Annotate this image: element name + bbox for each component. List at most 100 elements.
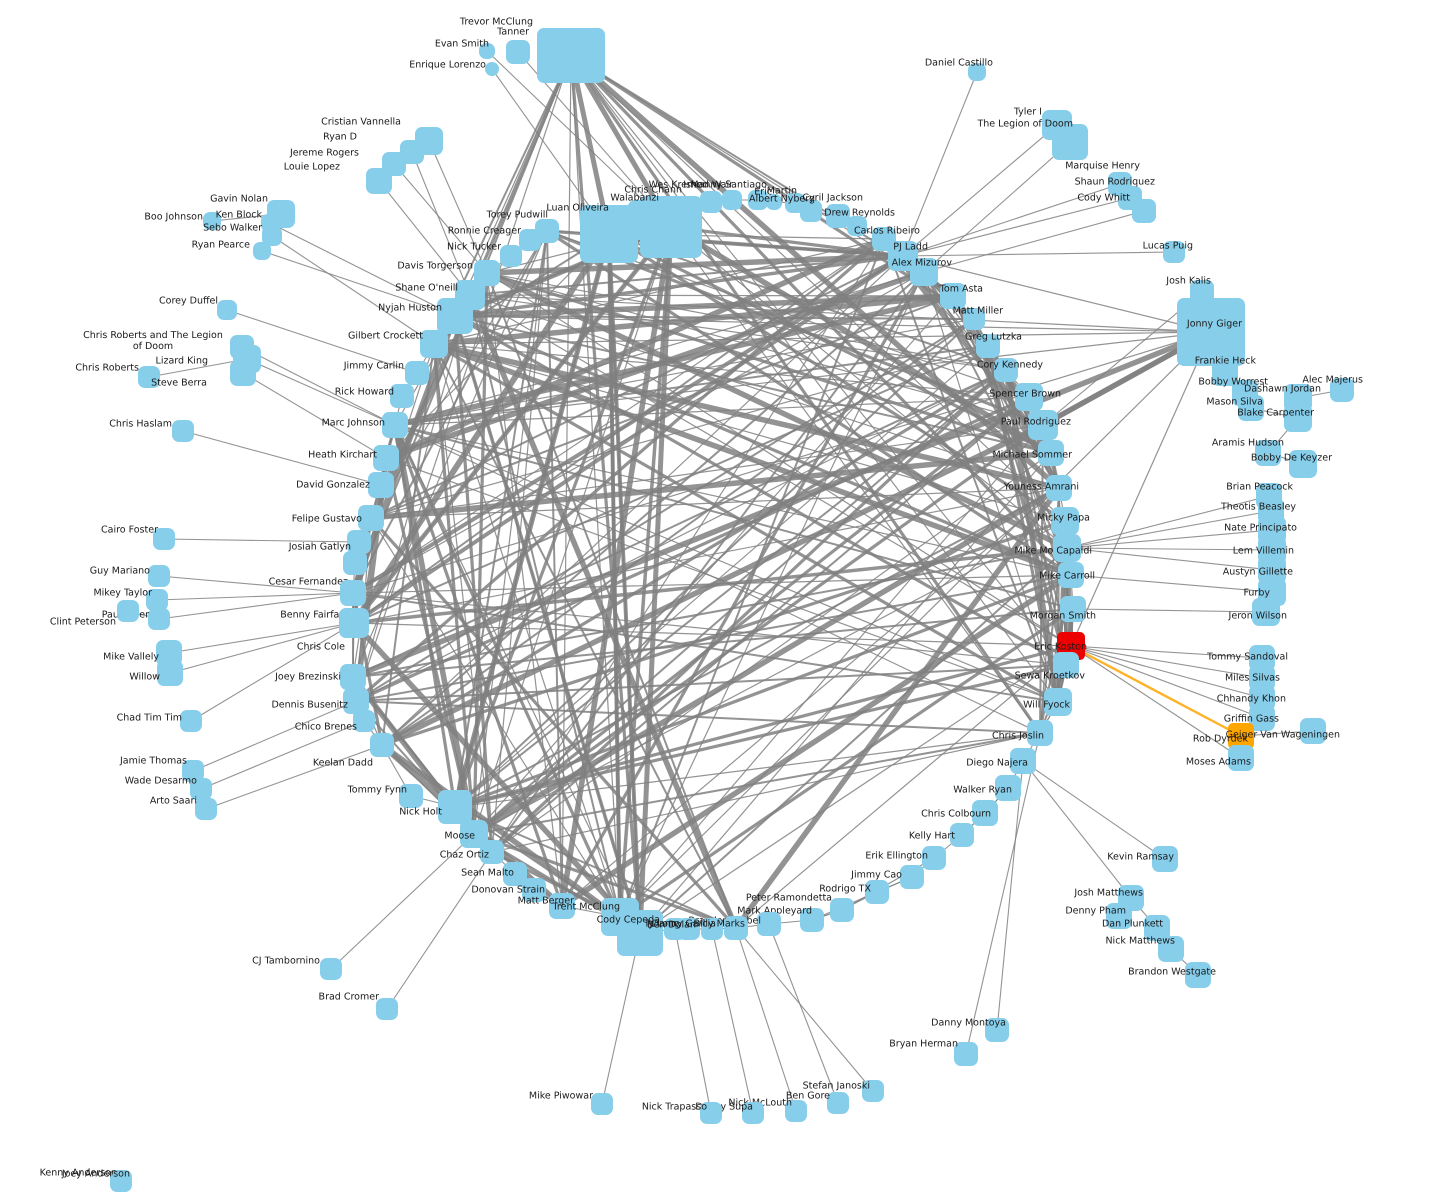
graph-node[interactable] — [994, 358, 1018, 382]
graph-node[interactable] — [1053, 534, 1081, 562]
graph-node[interactable] — [217, 300, 237, 320]
graph-node[interactable] — [724, 916, 748, 940]
graph-node[interactable] — [678, 918, 700, 940]
graph-node[interactable] — [353, 710, 375, 732]
graph-node[interactable] — [1152, 846, 1178, 872]
graph-node[interactable] — [963, 308, 985, 330]
graph-node[interactable] — [339, 608, 369, 638]
graph-node[interactable] — [954, 1042, 978, 1066]
graph-node[interactable] — [910, 258, 938, 286]
graph-node[interactable] — [376, 998, 398, 1020]
graph-node[interactable] — [1044, 688, 1072, 716]
graph-node[interactable] — [826, 204, 850, 228]
graph-node[interactable] — [112, 1170, 130, 1188]
graph-node[interactable] — [827, 1092, 849, 1114]
graph-node[interactable] — [358, 505, 384, 531]
graph-node[interactable] — [373, 445, 399, 471]
graph-node[interactable] — [1255, 440, 1281, 466]
graph-node[interactable] — [862, 1080, 884, 1102]
graph-node[interactable] — [1015, 383, 1043, 411]
graph-node[interactable] — [742, 1102, 764, 1124]
graph-node[interactable] — [190, 778, 212, 800]
graph-node[interactable] — [940, 283, 966, 309]
graph-node[interactable] — [382, 412, 408, 438]
graph-node[interactable] — [757, 912, 781, 936]
graph-node[interactable] — [537, 28, 605, 83]
graph-node[interactable] — [172, 420, 194, 442]
graph-node[interactable] — [1010, 748, 1036, 774]
graph-node[interactable] — [1052, 124, 1088, 160]
graph-node[interactable] — [628, 200, 668, 240]
graph-node[interactable] — [479, 43, 495, 59]
graph-node[interactable] — [1330, 378, 1354, 402]
graph-node[interactable] — [785, 1100, 807, 1122]
graph-node[interactable] — [157, 660, 183, 686]
graph-node[interactable] — [480, 840, 504, 864]
graph-node[interactable] — [320, 958, 342, 980]
graph-node[interactable] — [950, 823, 974, 847]
graph-node[interactable] — [390, 384, 414, 408]
graph-node[interactable] — [1060, 596, 1086, 622]
graph-node[interactable] — [500, 245, 522, 267]
graph-node[interactable] — [1053, 652, 1079, 678]
graph-node[interactable] — [591, 1093, 613, 1115]
graph-node[interactable] — [1252, 598, 1280, 626]
graph-node[interactable] — [1132, 199, 1156, 223]
graph-node[interactable] — [420, 330, 448, 358]
graph-node[interactable] — [701, 918, 723, 940]
graph-node[interactable] — [976, 334, 1000, 358]
graph-node[interactable] — [1046, 475, 1072, 501]
graph-node[interactable] — [1300, 718, 1326, 744]
graph-node[interactable] — [830, 898, 854, 922]
graph-node[interactable] — [900, 865, 924, 889]
graph-node[interactable] — [1106, 903, 1132, 929]
graph-node[interactable] — [1051, 507, 1079, 535]
graph-node[interactable] — [347, 530, 371, 554]
graph-node[interactable] — [506, 40, 530, 64]
graph-node[interactable] — [522, 878, 546, 902]
graph-node[interactable] — [1163, 241, 1185, 263]
graph-node[interactable] — [1238, 395, 1264, 421]
graph-node[interactable] — [549, 893, 575, 919]
graph-node[interactable] — [340, 580, 366, 606]
graph-node[interactable] — [847, 216, 867, 236]
graph-node[interactable] — [399, 784, 423, 808]
graph-node[interactable] — [1284, 404, 1312, 432]
graph-node[interactable] — [922, 846, 946, 870]
graph-node[interactable] — [138, 366, 160, 388]
graph-node[interactable] — [368, 472, 394, 498]
graph-node[interactable] — [519, 229, 541, 251]
graph-node[interactable] — [968, 63, 986, 81]
graph-node[interactable] — [148, 565, 170, 587]
graph-node[interactable] — [153, 528, 175, 550]
graph-node[interactable] — [700, 1102, 722, 1124]
graph-node[interactable] — [700, 191, 722, 213]
graph-node[interactable] — [1038, 440, 1064, 466]
graph-node[interactable] — [1228, 745, 1254, 771]
graph-node[interactable] — [722, 190, 742, 210]
graph-node[interactable] — [1289, 450, 1317, 478]
graph-node[interactable] — [800, 200, 822, 222]
graph-node[interactable] — [262, 226, 282, 246]
graph-node[interactable] — [366, 168, 392, 194]
graph-node[interactable] — [438, 790, 472, 824]
graph-node[interactable] — [1058, 562, 1084, 588]
graph-node[interactable] — [180, 710, 202, 732]
graph-node[interactable] — [748, 190, 768, 210]
graph-node[interactable] — [340, 664, 366, 690]
graph-node[interactable] — [485, 62, 499, 76]
graph-node[interactable] — [370, 733, 394, 757]
graph-node[interactable] — [1228, 723, 1254, 749]
graph-node[interactable] — [253, 242, 271, 260]
graph-node[interactable] — [182, 760, 204, 782]
graph-node[interactable] — [1028, 410, 1058, 440]
graph-node[interactable] — [230, 360, 256, 386]
graph-node[interactable] — [1158, 936, 1184, 962]
graph-node[interactable] — [1177, 298, 1245, 366]
graph-node[interactable] — [203, 212, 221, 230]
graph-node[interactable] — [766, 194, 782, 210]
graph-node[interactable] — [195, 798, 217, 820]
graph-node[interactable] — [1185, 962, 1211, 988]
graph-node[interactable] — [117, 600, 139, 622]
